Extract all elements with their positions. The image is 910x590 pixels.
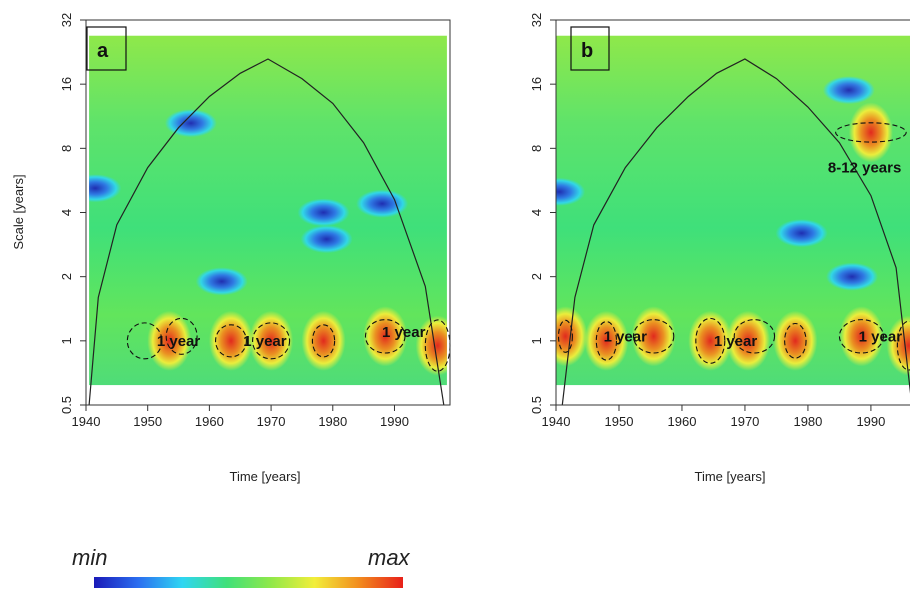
panel-b-power-high-0	[556, 306, 588, 367]
panel-b-significance-contour-3	[695, 317, 726, 364]
panel-b-x-tick-label-4: 1980	[793, 414, 822, 429]
panel-b-significance-contour-4	[733, 319, 776, 354]
panel-b-x-tick-label-3: 1970	[730, 414, 759, 429]
panel-b-label: b	[581, 40, 593, 62]
panel-b-significance-contour-5	[784, 322, 807, 359]
panel-b-x-tick-label-1: 1950	[605, 414, 634, 429]
panel-a-x-axis-title: Time [years]	[229, 469, 300, 484]
panel-a-y-tick-label-1: 1	[59, 337, 74, 344]
panel-a-power-low-11	[356, 189, 409, 218]
panel-a-power-low-7	[164, 109, 217, 138]
panel-a-power-high-3	[301, 310, 346, 371]
panel-a-power-low-8	[297, 198, 350, 227]
panel-a-label-box	[86, 26, 127, 71]
panel-a-power-blobs	[89, 109, 447, 376]
panel-b-annotation-3: 8-12 years	[828, 160, 901, 177]
panel-b-power-high-4	[726, 310, 771, 371]
panel-b-y-tick-label-5: 16	[529, 77, 544, 91]
panel-a-significance-contour-0	[126, 322, 163, 360]
panel-b-annotations: 1 year 1 year 1 year 8-12 years	[604, 160, 903, 350]
panel-b-power-low-9	[556, 177, 586, 206]
panel-b-significance-contour-7	[896, 320, 910, 371]
panel-b-y-tick-label-6: 32	[529, 13, 544, 27]
panel-a-power-high-4	[363, 306, 408, 367]
panel-a-y-tick-label-4: 8	[59, 145, 74, 152]
panel-a-y-axis: 0.5 1 2 4 8 16 32	[59, 13, 86, 414]
panel-b-cone-of-influence	[561, 58, 910, 406]
panel-b-significance-contour-0	[557, 319, 573, 353]
panel-a-x-tick-label-5: 1990	[380, 414, 409, 429]
panel-a-power-high-5	[415, 315, 447, 376]
panel-a: 1940 1950 1960 1970 1980 1990 0.5 1 2 4 8 16 32 1 y…	[11, 13, 451, 484]
panel-a-significance-contour-5	[364, 319, 406, 354]
panel-b-power-high-2	[631, 306, 676, 367]
panel-a-power-low-6	[89, 174, 122, 203]
legend-color-bar	[94, 577, 403, 588]
panel-b-x-axis: 1940 1950 1960 1970 1980 1990	[542, 405, 885, 429]
panel-b-label-box	[570, 26, 610, 71]
panel-a-cone-of-influence	[88, 58, 445, 406]
panel-b-x-tick-label-5: 1990	[856, 414, 885, 429]
panel-b-power-low-11	[775, 219, 828, 248]
panel-a-heatmap	[89, 35, 447, 386]
panel-b-y-tick-label-0: 0.5	[529, 396, 544, 414]
panel-b-significance-contour-1	[595, 321, 618, 361]
panel-b-power-high-1	[584, 310, 629, 371]
panel-a-significance-contour-1	[165, 317, 198, 355]
panel-a-y-tick-label-0: 0.5	[59, 396, 74, 414]
panel-a-annotations: 1 year 1 year 1 year	[157, 324, 426, 350]
panel-b-significance-contour-2	[632, 319, 675, 354]
panel-a-power-low-9	[300, 225, 353, 254]
panel-b-y-tick-label-2: 2	[529, 273, 544, 280]
color-legend: min max	[72, 545, 411, 588]
panel-a-label: a	[97, 40, 109, 62]
panel-a-annotation-1: 1 year	[243, 333, 287, 350]
panel-b-significance-contour-8	[835, 122, 907, 143]
panel-b-annotation-0: 1 year	[604, 328, 648, 345]
panel-a-annotation-2: 1 year	[382, 324, 426, 341]
panel-b-annotation-2: 1 year	[859, 328, 903, 345]
panel-b-power-low-10	[822, 76, 875, 105]
panel-a-x-axis: 1940 1950 1960 1970 1980 1990	[72, 405, 409, 429]
panel-b-annotation-1: 1 year	[714, 333, 758, 350]
panel-b-y-tick-label-3: 4	[529, 209, 544, 216]
legend-max-label: max	[368, 545, 411, 570]
panel-b-x-tick-label-0: 1940	[542, 414, 571, 429]
panel-a-x-tick-label-0: 1940	[72, 414, 101, 429]
panel-b-power-high-7	[886, 315, 910, 376]
panel-a-x-tick-label-2: 1960	[195, 414, 224, 429]
panel-b-x-axis-title: Time [years]	[694, 469, 765, 484]
panel-a-y-tick-label-6: 32	[59, 13, 74, 27]
panel-a-x-tick-label-1: 1950	[133, 414, 162, 429]
panel-a-power-low-10	[195, 267, 248, 296]
panel-a-y-axis-title: Scale [years]	[11, 174, 26, 249]
legend-min-label: min	[72, 545, 107, 570]
panel-b-power-low-12	[826, 262, 879, 291]
panel-b: 1940 1950 1960 1970 1980 1990 0.5 1 2 4 8 16 32 1 y…	[529, 13, 910, 484]
panel-a-y-tick-label-5: 16	[59, 77, 74, 91]
panel-a-y-tick-label-2: 2	[59, 273, 74, 280]
panel-b-power-high-5	[773, 310, 818, 371]
panel-a-x-tick-label-4: 1980	[318, 414, 347, 429]
panel-a-y-tick-label-3: 4	[59, 209, 74, 216]
panel-a-power-high-0	[147, 310, 192, 371]
panel-a-x-tick-label-3: 1970	[257, 414, 286, 429]
panel-a-power-high-1	[208, 310, 253, 371]
panel-a-significance-contour-2	[215, 324, 247, 358]
panel-b-y-tick-label-4: 8	[529, 145, 544, 152]
panel-a-significance-contour-3	[252, 322, 291, 360]
panel-a-annotation-0: 1 year	[157, 333, 201, 350]
panel-b-y-axis: 0.5 1 2 4 8 16 32	[529, 13, 556, 414]
panel-b-significance-contour-6	[838, 319, 885, 354]
panel-b-power-high-8	[848, 102, 893, 163]
panel-b-x-tick-label-2: 1960	[668, 414, 697, 429]
panel-b-significance-contours	[557, 122, 910, 371]
panel-b-y-tick-label-1: 1	[529, 337, 544, 344]
panel-a-significance-contour-4	[311, 324, 336, 358]
